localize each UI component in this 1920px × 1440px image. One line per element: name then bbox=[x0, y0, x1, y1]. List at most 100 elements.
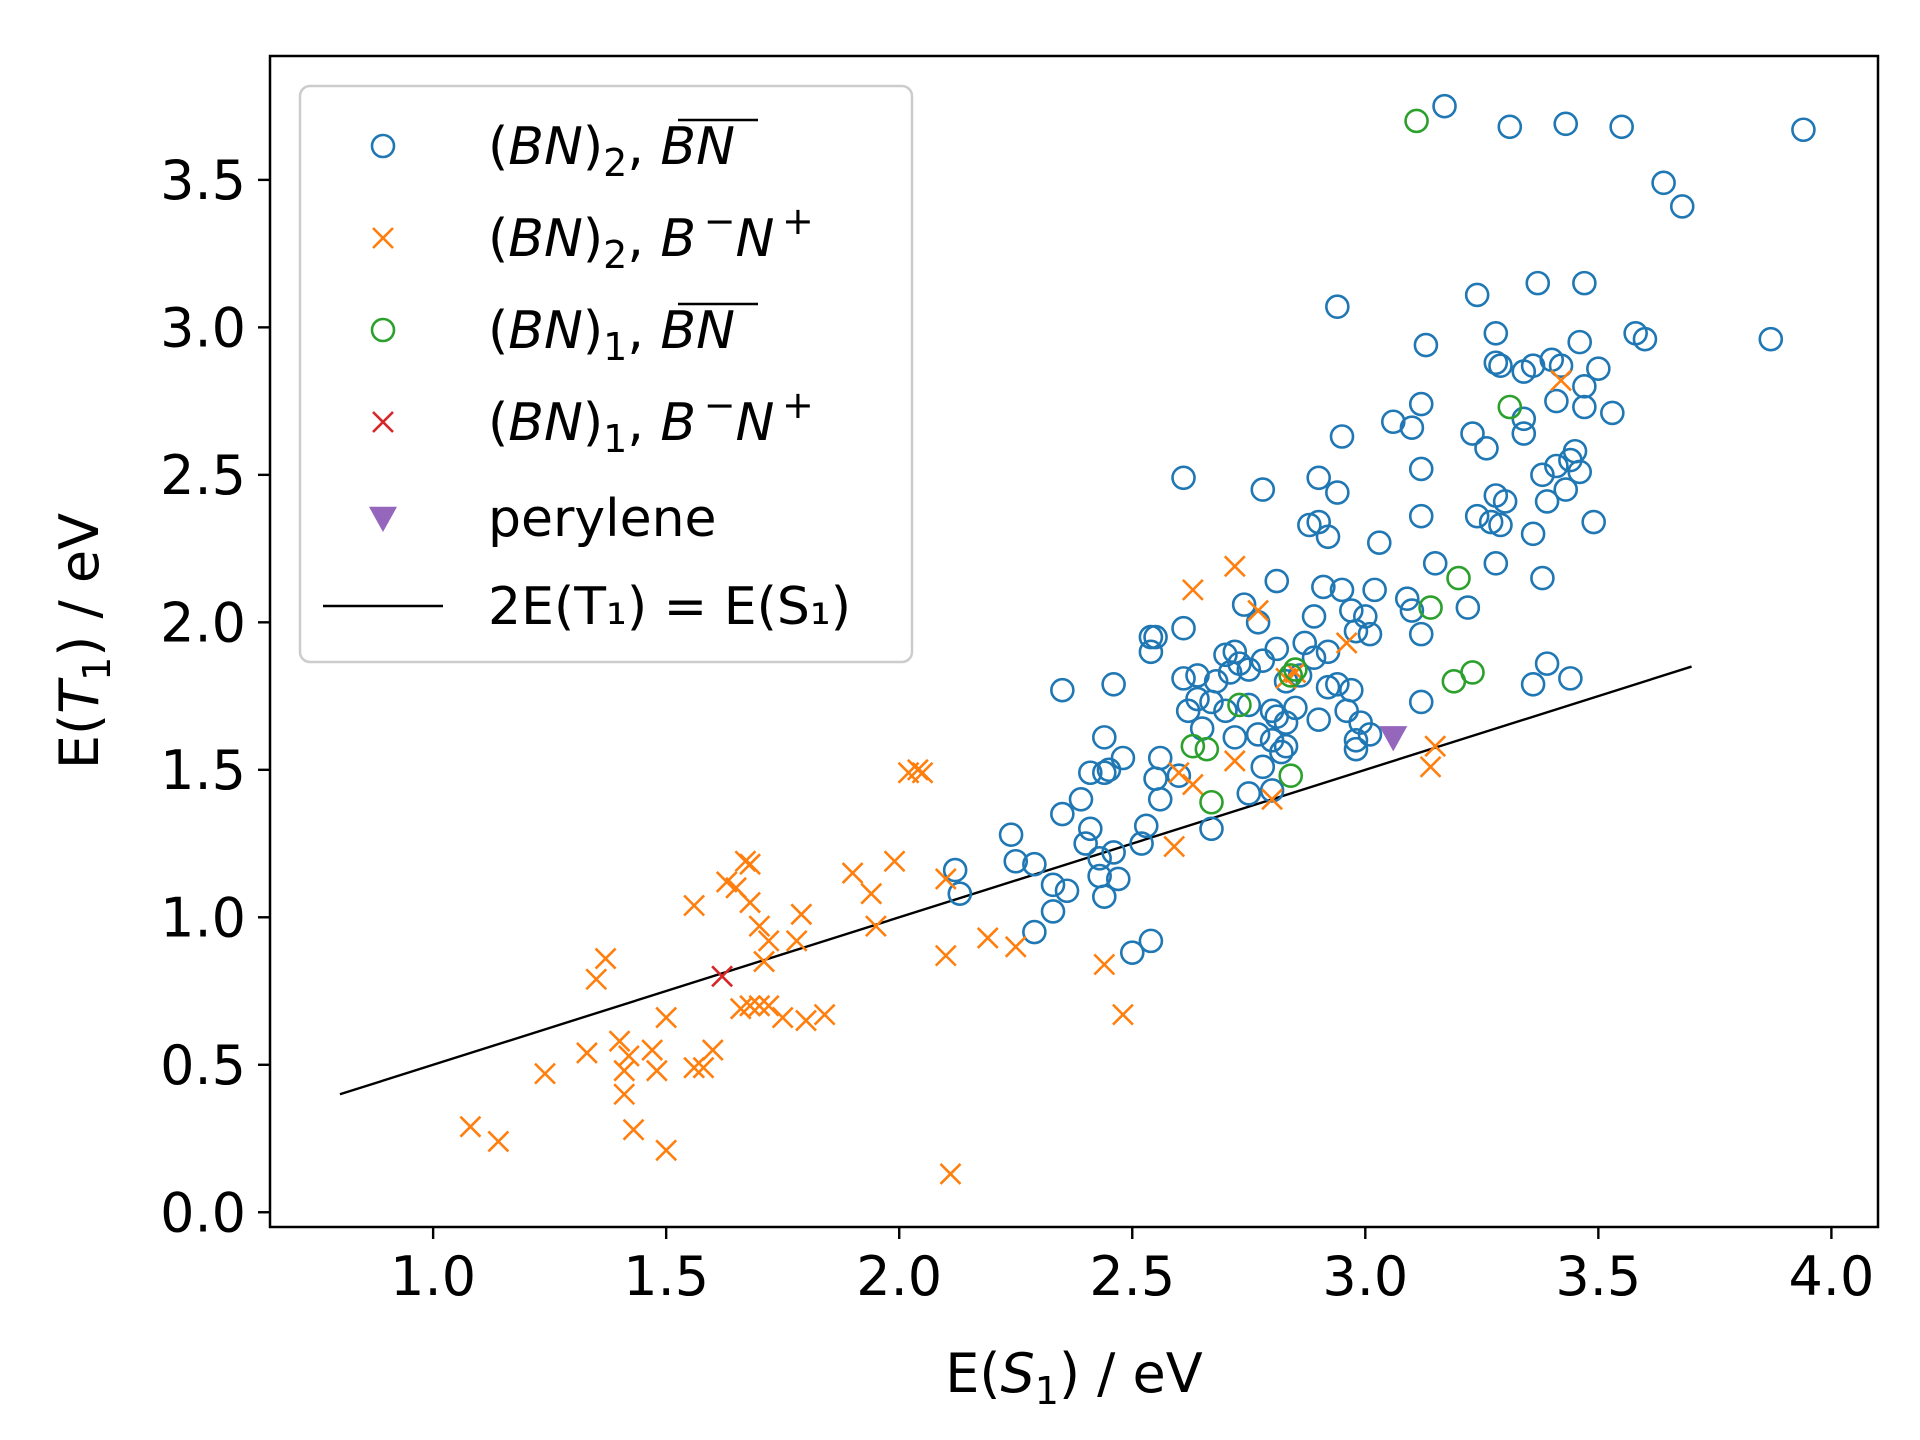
data-point bbox=[1758, 326, 1784, 352]
data-point bbox=[1143, 766, 1168, 791]
data-point bbox=[1101, 671, 1126, 697]
data-point bbox=[911, 761, 934, 784]
data-point bbox=[1105, 866, 1131, 892]
legend-label: perylene bbox=[488, 489, 717, 549]
data-point bbox=[683, 1056, 706, 1079]
y-tick-label: 3.0 bbox=[160, 296, 246, 359]
data-point bbox=[1236, 657, 1262, 682]
data-point bbox=[1424, 735, 1447, 758]
data-point bbox=[1544, 453, 1569, 479]
data-point bbox=[1129, 831, 1154, 856]
data-point bbox=[1022, 919, 1047, 945]
data-point bbox=[622, 1118, 645, 1141]
data-point bbox=[1379, 726, 1408, 752]
data-point bbox=[1432, 93, 1457, 119]
data-point bbox=[1325, 294, 1350, 320]
data-point bbox=[1572, 394, 1597, 420]
data-point bbox=[1669, 194, 1695, 219]
data-point bbox=[1418, 595, 1443, 620]
y-tick-label: 3.5 bbox=[160, 149, 246, 212]
data-point bbox=[1213, 698, 1238, 724]
data-point bbox=[1040, 899, 1066, 924]
data-point bbox=[1357, 722, 1383, 747]
legend-marker bbox=[372, 227, 394, 249]
data-point bbox=[860, 882, 883, 905]
data-point bbox=[1325, 671, 1350, 697]
data-point bbox=[1483, 551, 1509, 576]
data-point bbox=[1278, 663, 1304, 688]
data-point bbox=[1004, 935, 1027, 958]
data-point bbox=[1247, 599, 1270, 622]
data-point bbox=[1231, 592, 1257, 617]
data-point bbox=[739, 994, 761, 1017]
data-point bbox=[1147, 745, 1173, 771]
series-2 bbox=[1180, 108, 1523, 815]
data-point bbox=[655, 1139, 678, 1162]
data-point bbox=[1464, 282, 1490, 308]
data-point bbox=[1283, 695, 1308, 721]
x-axis-label: E(S1) / eV bbox=[945, 1342, 1202, 1413]
data-point bbox=[1301, 604, 1327, 629]
legend-label: (BN)1, BN bbox=[488, 301, 735, 369]
legend-marker bbox=[370, 317, 396, 343]
axes-frame bbox=[268, 54, 1880, 1229]
data-point bbox=[1112, 1003, 1134, 1026]
data-point bbox=[1199, 816, 1224, 842]
data-point bbox=[1558, 666, 1583, 691]
data-point bbox=[1483, 320, 1509, 346]
data-point bbox=[487, 1130, 510, 1153]
data-point bbox=[1334, 698, 1359, 724]
data-point bbox=[1329, 577, 1355, 603]
legend-label: 2E(T₁) = E(S₁) bbox=[488, 577, 851, 637]
data-point bbox=[1245, 722, 1271, 747]
data-point bbox=[1325, 480, 1350, 505]
data-point bbox=[1315, 639, 1341, 665]
data-point bbox=[1259, 698, 1285, 724]
x-tick-label: 1.5 bbox=[623, 1245, 709, 1308]
data-point bbox=[841, 862, 864, 884]
data-point bbox=[748, 994, 771, 1017]
legend: (BN)2, BN (BN)2, B −N + (BN)1, BN (BN)1, B … bbox=[298, 84, 914, 664]
data-point bbox=[1250, 477, 1276, 502]
series-0 bbox=[942, 93, 1816, 965]
data-point bbox=[1223, 555, 1246, 578]
data-point bbox=[1250, 754, 1276, 780]
data-point bbox=[934, 944, 957, 967]
data-point bbox=[739, 891, 761, 914]
data-point bbox=[883, 850, 906, 873]
data-point bbox=[1572, 270, 1597, 296]
legend-entry-2: (BN)1, BN bbox=[370, 301, 758, 369]
data-point bbox=[1119, 940, 1145, 965]
data-point bbox=[1278, 763, 1304, 789]
data-point bbox=[1091, 760, 1117, 786]
data-point bbox=[1223, 750, 1246, 772]
data-point bbox=[576, 1042, 598, 1064]
data-point bbox=[748, 915, 771, 938]
data-point bbox=[1185, 686, 1210, 712]
data-point bbox=[1492, 489, 1518, 514]
data-point bbox=[790, 903, 813, 926]
series-3 bbox=[711, 965, 734, 988]
data-point bbox=[1488, 353, 1513, 379]
data-point bbox=[1040, 872, 1066, 898]
data-point bbox=[1553, 477, 1579, 502]
data-point bbox=[864, 915, 887, 938]
data-point bbox=[1422, 551, 1448, 576]
data-point bbox=[1530, 565, 1555, 591]
data-point bbox=[534, 1062, 556, 1085]
x-tick-label: 1.0 bbox=[390, 1245, 476, 1308]
data-point bbox=[1408, 456, 1434, 482]
data-point bbox=[1632, 326, 1658, 352]
legend-label: (BN)2, BN bbox=[488, 117, 735, 185]
data-point bbox=[1488, 512, 1513, 538]
data-point bbox=[753, 950, 775, 973]
data-point bbox=[1217, 660, 1243, 685]
data-point bbox=[1147, 787, 1173, 812]
data-point bbox=[1264, 636, 1290, 662]
legend-box bbox=[298, 84, 914, 664]
y-tick-label: 2.0 bbox=[160, 591, 246, 654]
data-point bbox=[692, 1056, 715, 1079]
data-point bbox=[1343, 618, 1369, 644]
data-point bbox=[1171, 666, 1196, 691]
